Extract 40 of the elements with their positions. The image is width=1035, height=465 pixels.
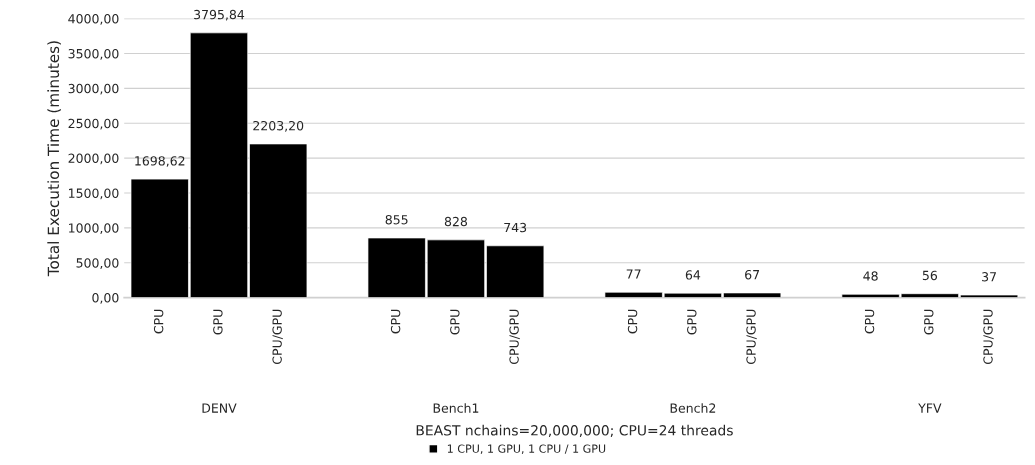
x-tick-label: CPU/GPU	[746, 309, 757, 365]
x-tick-label: GPU	[687, 309, 697, 335]
x-tick-label: CPU	[153, 309, 164, 334]
y-tick-label: 2000,00	[68, 153, 119, 165]
x-tick-label: GPU	[213, 309, 223, 335]
text: Bench2	[670, 403, 716, 413]
y-tick-label: 3500,00	[68, 48, 119, 60]
data-label: 855	[385, 214, 408, 225]
y-tick-label: 3000,00	[68, 83, 119, 95]
data-label: 37	[982, 272, 996, 282]
y-axis-title: Total Execution Time (minutes)	[47, 41, 61, 277]
data-label: 2203,20	[253, 120, 304, 132]
data-label: 67	[745, 269, 760, 280]
data-label: 3795,84	[194, 9, 245, 21]
text: DENV	[202, 403, 237, 413]
data-label: 1698,62	[135, 156, 185, 167]
data-label: 828	[444, 216, 468, 227]
data-label: 77	[626, 269, 641, 279]
x-tick-label: CPU	[864, 309, 875, 334]
x-tick-label: GPU	[450, 309, 460, 335]
x-tick-label: CPU	[390, 309, 401, 334]
y-tick-label: 500,00	[76, 258, 119, 269]
legend-label: 1 CPU, 1 GPU, 1 CPU / 1 GPU	[447, 444, 606, 454]
y-tick-label: 0,00	[92, 293, 119, 304]
x-tick-label: CPU/GPU	[509, 309, 520, 365]
text: Bench1	[433, 403, 479, 413]
data-label: 56	[922, 270, 938, 281]
x-axis-title: BEAST nchains=20,000,000; CPU=24 threads	[416, 424, 733, 437]
data-label: 743	[504, 222, 527, 233]
y-tick-label: 1500,00	[69, 188, 119, 200]
y-tick-label: 1000,00	[69, 223, 119, 235]
y-tick-label: 2500,00	[68, 118, 119, 130]
x-tick-label: GPU	[924, 309, 934, 335]
text: YFV	[918, 403, 942, 413]
x-tick-label: CPU/GPU	[272, 309, 283, 365]
x-tick-label: CPU	[627, 309, 638, 334]
x-tick-label: CPU/GPU	[983, 309, 994, 365]
data-label: 64	[685, 270, 701, 280]
y-tick-label: 4000,00	[68, 14, 119, 25]
data-label: 48	[863, 271, 878, 281]
